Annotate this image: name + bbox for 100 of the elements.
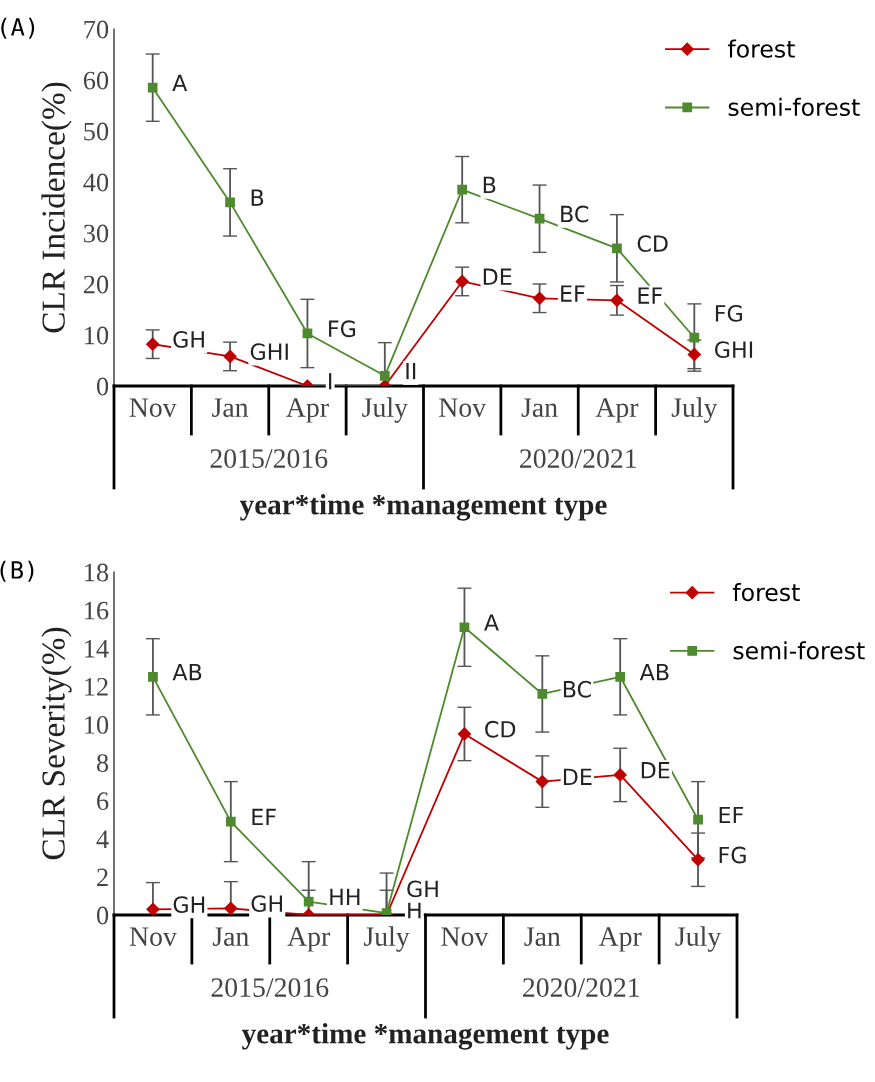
x-axis-title: year*time *management type (239, 494, 607, 521)
data-label: EF (638, 287, 662, 304)
legend-label: semi-forest (728, 97, 860, 117)
x-tick-label: Jan (212, 927, 249, 946)
point (459, 622, 470, 633)
x-axis-title: year*time *management type (241, 1023, 609, 1050)
x-tick-label: Nov (439, 398, 487, 417)
point (146, 337, 160, 351)
legend-label: forest (727, 39, 795, 58)
x-tick-label: Apr (286, 398, 329, 423)
text: 2015/2016 (210, 449, 328, 468)
x-tick-label: July (363, 926, 410, 952)
data-label: DE (641, 762, 670, 779)
point (687, 347, 701, 361)
point (147, 82, 158, 93)
point (535, 775, 549, 789)
point (689, 332, 700, 343)
point (612, 243, 622, 254)
data-label: DE (563, 768, 592, 785)
data-label: II (406, 362, 416, 380)
data-label: DE (483, 268, 512, 285)
data-label: GH (173, 896, 205, 913)
point (610, 293, 624, 307)
point (225, 816, 236, 827)
data-label: A (484, 614, 499, 631)
y-axis-title: CLR Severity(%) (41, 627, 72, 860)
x-tick-label: Apr (287, 927, 331, 952)
y-tick-label: 20 (83, 275, 109, 294)
data-label: AB (172, 663, 202, 681)
y-tick-label: 18 (85, 563, 109, 582)
data-label: GHI (715, 341, 753, 359)
data-label: BC (561, 205, 589, 223)
x-tick-label: Jan (521, 398, 558, 417)
x-tick-label: Jan (212, 398, 249, 417)
point (224, 901, 238, 915)
y-axis-title: CLR Incidence(%) (41, 82, 72, 333)
data-label: I (329, 373, 332, 390)
x-tick-label: Apr (598, 927, 642, 952)
y-tick-label: 14 (85, 639, 109, 658)
text: 2020/2021 (523, 978, 639, 997)
point (223, 349, 237, 364)
data-label: H (408, 902, 421, 919)
legend-label: forest (732, 582, 800, 602)
data-label: FG (329, 320, 356, 338)
data-label: AB (639, 663, 669, 681)
y-tick-label: 16 (85, 601, 109, 620)
point (146, 902, 160, 915)
data-label: A (172, 74, 188, 91)
data-label: EF (719, 806, 744, 824)
y-tick-label: 6 (97, 792, 109, 811)
y-tick-label: 8 (96, 754, 109, 772)
x-tick-label: Jan (524, 927, 561, 946)
point (455, 274, 469, 289)
data-label: GH (407, 880, 438, 898)
y-tick-label: 12 (85, 678, 108, 696)
y-tick-label: 10 (85, 716, 109, 734)
chart-title: (B) (0, 560, 34, 582)
data-label: GH (251, 895, 282, 912)
data-label: EF (561, 285, 585, 302)
point (615, 671, 626, 682)
x-tick-label: July (671, 397, 718, 423)
y-tick-label: 0 (96, 377, 109, 396)
point (225, 197, 235, 208)
chart-title: (A) (1, 17, 35, 39)
x-tick-label: Nov (441, 927, 489, 946)
text: 2020/2021 (520, 449, 636, 468)
point (379, 370, 390, 381)
point (534, 213, 545, 224)
y-tick-label: 70 (84, 20, 109, 39)
point (532, 291, 547, 305)
legend-label: semi-forest (733, 641, 865, 660)
data-label: B (483, 176, 496, 193)
y-tick-label: 0 (96, 906, 109, 925)
x-tick-label: July (675, 926, 722, 952)
data-label: GHI (250, 343, 288, 361)
y-tick-label: 40 (83, 173, 109, 192)
data-label: EF (252, 808, 276, 825)
y-tick-label: 30 (84, 224, 109, 243)
data-label: FG (719, 846, 746, 864)
x-tick-label: July (362, 397, 408, 423)
y-tick-label: 50 (84, 122, 109, 141)
text: 2015/2016 (211, 978, 329, 997)
point (537, 689, 548, 699)
x-tick-label: Nov (129, 927, 177, 946)
y-tick-label: 2 (97, 868, 108, 887)
point (691, 853, 705, 867)
data-label: BC (563, 680, 591, 698)
point (457, 727, 472, 741)
x-tick-label: Nov (129, 398, 177, 417)
data-label: CD (485, 720, 516, 738)
y-tick-label: 60 (83, 71, 109, 90)
data-label: HH (330, 888, 360, 906)
point (148, 671, 158, 682)
x-tick-label: Apr (595, 398, 639, 423)
point (613, 768, 627, 782)
data-label: FG (715, 304, 742, 322)
data-label: CD (637, 235, 668, 252)
y-tick-label: 4 (96, 830, 109, 848)
point (457, 184, 468, 195)
point (303, 896, 314, 907)
